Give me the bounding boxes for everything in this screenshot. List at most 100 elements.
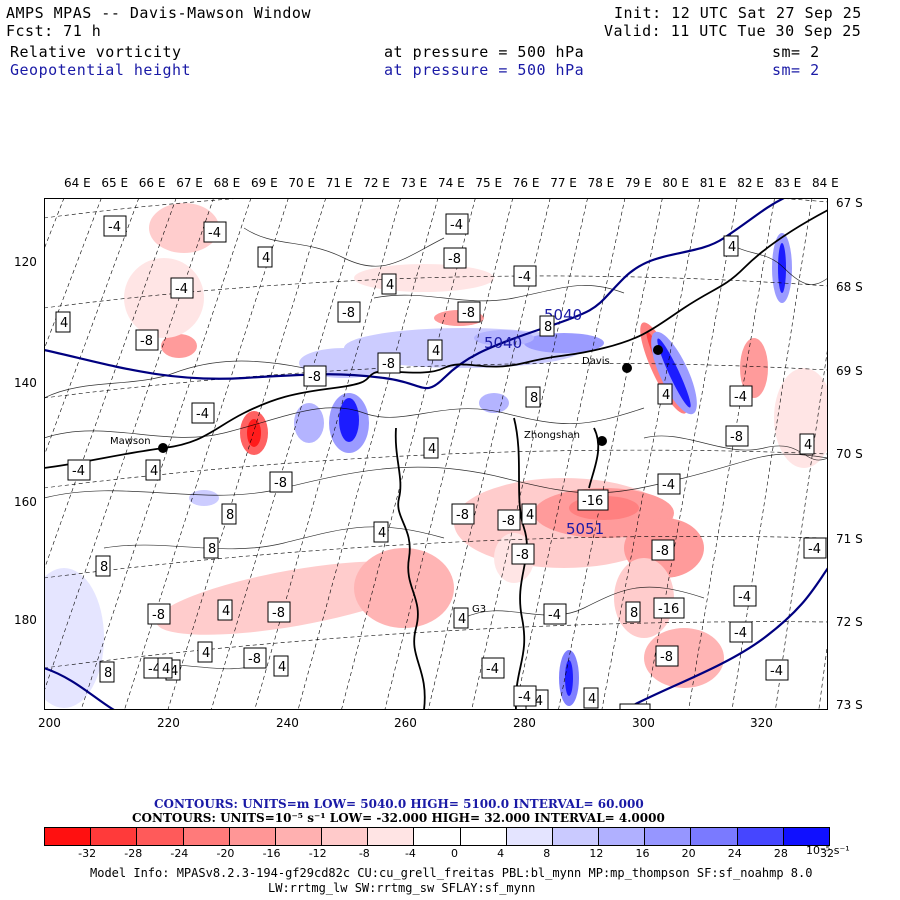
vorticity-label: 4 (521, 503, 537, 525)
vorticity-label: -8 (451, 503, 475, 525)
vorticity-label-text: -8 (272, 606, 285, 621)
y-tick-label: 180 (14, 613, 37, 627)
y-tick-label: 140 (14, 376, 37, 390)
vorticity-label: -8 (497, 509, 521, 531)
vorticity-label: 4 (145, 459, 161, 481)
vorticity-label: -8 (269, 471, 293, 493)
longitude-label: 81 E (699, 176, 727, 190)
field2-level: at pressure = 500 hPa (384, 61, 585, 79)
vorticity-label-box (99, 661, 115, 683)
vorticity-label-box (657, 383, 673, 405)
vorticity-label: 4 (657, 383, 673, 405)
vorticity-label-text: -4 (808, 542, 821, 557)
vorticity-label-text: -8 (516, 548, 529, 563)
forecast-hour: Fcst: 71 h (6, 22, 102, 40)
longitude-label: 72 E (363, 176, 390, 190)
latitude-label: 68 S (836, 280, 863, 294)
vorticity-label: -4 (203, 221, 227, 243)
vorticity-label-text: -4 (734, 626, 747, 641)
vorticity-label: -16 (653, 597, 685, 619)
vorticity-label: 4 (157, 657, 173, 679)
vorticity-label-box (217, 599, 233, 621)
meridian-line (514, 198, 626, 710)
vorticity-label: 8 (539, 315, 555, 337)
vorticity-label-text: 4 (428, 442, 436, 457)
longitude-label: 67 E (176, 176, 203, 190)
vorticity-label: -4 (543, 603, 567, 625)
vorticity-label-box (725, 425, 749, 447)
height-contour-info: CONTOURS: UNITS=m LOW= 5040.0 HIGH= 5100… (154, 797, 644, 811)
meridian-line (210, 198, 364, 710)
vorticity-label: -8 (337, 301, 361, 323)
vorticity-label-text: 4 (526, 508, 534, 523)
vorticity-label-text: 4 (162, 662, 170, 677)
colorbar (44, 827, 830, 846)
vorticity-label-box (651, 539, 675, 561)
x-tick-label: 280 (513, 716, 536, 730)
station-marker-mawson (158, 443, 168, 453)
vorticity-label-box (197, 641, 213, 663)
vorticity-label-text: 8 (630, 606, 638, 621)
vorticity-label-text: -4 (196, 407, 209, 422)
vorticity-label-box (145, 459, 161, 481)
x-tick-label: 260 (394, 716, 417, 730)
vorticity-label: -8 (303, 365, 327, 387)
vorticity-label-text: -4 (662, 478, 675, 493)
model-info-line1: Model Info: MPASv8.2.3-194-gf29cd82c CU:… (90, 866, 813, 880)
x-tick-label: 320 (750, 716, 773, 730)
vorticity-label-box (513, 265, 537, 287)
colorbar-tick-label: 4 (497, 847, 505, 860)
vorticity-label: -4 (513, 265, 537, 287)
longitude-label: 73 E (400, 176, 428, 190)
longitude-label: 71 E (325, 176, 353, 190)
coastline (44, 209, 828, 710)
vorticity-label-box (203, 221, 227, 243)
vorticity-label: -4 (445, 213, 469, 235)
meridian-line (44, 198, 102, 351)
meridian-line (644, 198, 738, 710)
meridian-line (80, 198, 252, 710)
field2-name: Geopotential height (10, 61, 192, 79)
vorticity-label-box (521, 503, 537, 525)
vorticity-label-text: -8 (342, 306, 355, 321)
vorticity-label-text: 4 (170, 664, 178, 679)
vorticity-label-box (481, 657, 505, 679)
vorticity-label: -4 (103, 215, 127, 237)
vorticity-label-box (655, 645, 679, 667)
vorticity-label-box (525, 386, 541, 408)
init-time: Init: 12 UTC Sat 27 Sep 25 (614, 4, 862, 22)
vorticity-label: -4 (729, 385, 753, 407)
station-marker-zhongshan (597, 436, 607, 446)
colorbar-tick-label: 12 (589, 847, 604, 860)
latitude-label: 71 S (836, 532, 863, 546)
vorticity-label-box (377, 352, 401, 374)
colorbar-unit: 10⁻⁵ s⁻¹ (806, 844, 850, 857)
vorticity-label-box (657, 473, 681, 495)
colorbar-tick-label: 32 (820, 847, 834, 860)
vorticity-label-text: 4 (278, 660, 286, 675)
vorticity-label-text: -16 (658, 602, 679, 617)
vorticity-label-box (147, 603, 171, 625)
vorticity-label: 4 (583, 687, 599, 709)
vorticity-label-text: 4 (588, 692, 596, 707)
map-panel: Mawson Davis Zhongshan G3 5040 5040 5051… (44, 198, 828, 710)
vorticity-label: 4 (381, 273, 397, 295)
model-info-line2: LW:rrtmg_lw SW:rrtmg_sw SFLAY:sf_mynn (268, 881, 536, 895)
vorticity-label-text: -4 (486, 662, 499, 677)
vorticity-label-text: -4 (770, 664, 783, 679)
colorbar-tick-label: -16 (262, 847, 281, 860)
longitude-label: 77 E (550, 176, 577, 190)
vorticity-label-text: 4 (262, 251, 270, 266)
colorbar-segment (45, 828, 92, 845)
colorbar-segment (599, 828, 646, 845)
vorticity-label-text: -8 (656, 544, 669, 559)
vorticity-label-text: -4 (208, 226, 221, 241)
vorticity-label-text: 4 (222, 604, 230, 619)
colorbar-segment (137, 828, 184, 845)
x-tick-label: 200 (38, 716, 61, 730)
colorbar-segment (506, 828, 553, 845)
colorbar-tick-label: 8 (543, 847, 551, 860)
vorticity-label: -4 (170, 277, 194, 299)
vorticity-label: -4 (733, 585, 757, 607)
colorbar-segment (552, 828, 600, 845)
